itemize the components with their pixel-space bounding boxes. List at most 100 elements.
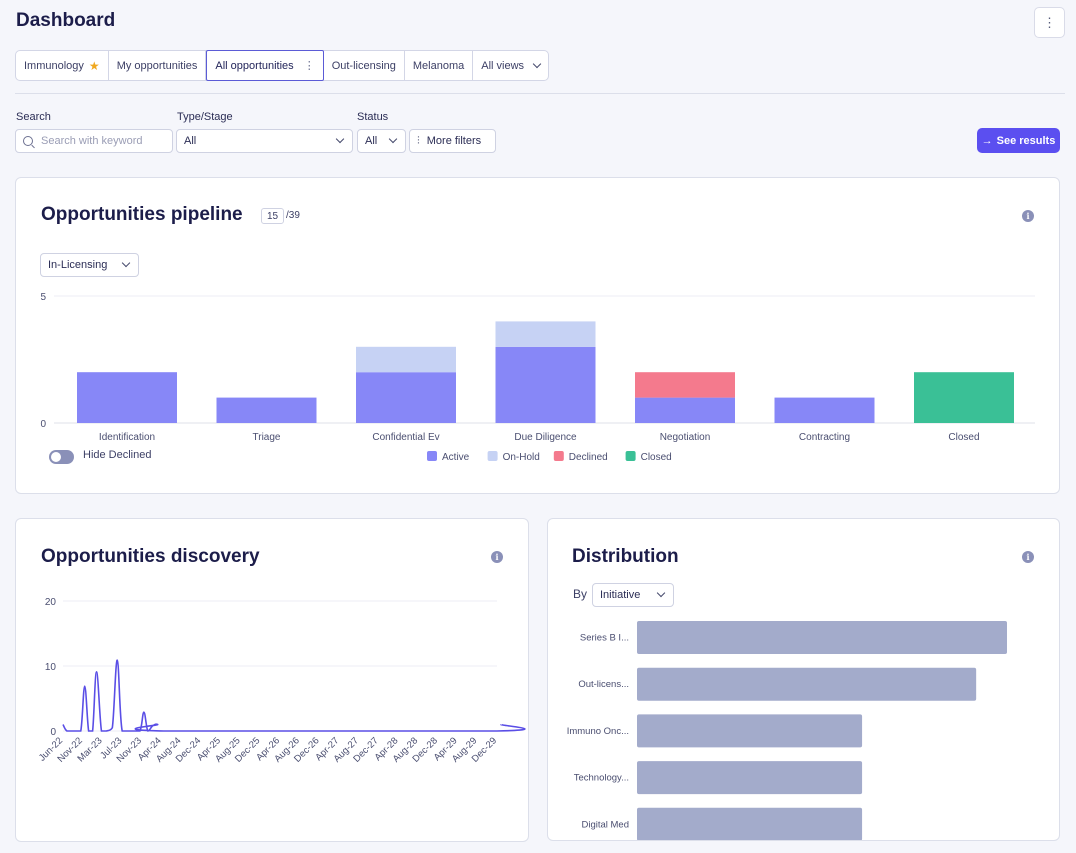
info-icon[interactable]: i [1022, 551, 1034, 563]
tab-melanoma[interactable]: Melanoma [405, 51, 474, 80]
y-tick-label: 0 [40, 419, 46, 430]
tab-label: Immunology [24, 59, 84, 72]
x-tick-label: Confidential Ev [372, 432, 439, 443]
chevron-down-icon [532, 59, 542, 68]
type-stage-select[interactable]: All [176, 129, 353, 153]
bar-segment [914, 372, 1014, 423]
page-title: Dashboard [16, 10, 116, 31]
bar [637, 621, 1007, 654]
sliders-icon: ⫶ [417, 134, 420, 147]
y-tick-label: 20 [45, 597, 57, 608]
pipeline-type-value: In-Licensing [48, 259, 108, 271]
type-stage-value: All [184, 135, 197, 147]
x-tick-label: Due Diligence [514, 432, 577, 443]
tab-my-opportunities[interactable]: My opportunities [109, 51, 207, 80]
pipeline-card: Opportunities pipeline 15 /39 i In-Licen… [15, 177, 1060, 494]
bar-segment [495, 346, 596, 423]
status-select[interactable]: All [357, 129, 406, 153]
tab-label: Melanoma [412, 59, 465, 72]
hide-declined-label: Hide Declined [83, 449, 152, 461]
pipeline-total: /39 [286, 210, 300, 221]
bar-segment [77, 372, 177, 423]
legend-swatch [553, 451, 564, 461]
bar-segment [356, 372, 456, 423]
category-label: Series B I... [580, 633, 629, 644]
more-filters-button[interactable]: ⫶ More filters [409, 129, 496, 153]
chevron-down-icon [335, 134, 345, 144]
discovery-chart: 01020Jun-22Nov-22Mar-23Jul-23Nov-23Apr-2… [37, 597, 526, 765]
y-tick-label: 10 [45, 662, 57, 673]
status-value: All [365, 135, 378, 147]
type-stage-label: Type/Stage [177, 111, 233, 123]
tab-label: Out-licensing [331, 59, 396, 72]
discovery-title: Opportunities discovery [41, 546, 260, 567]
tab-all-views-dropdown[interactable]: All views [473, 51, 548, 80]
search-icon [23, 136, 33, 146]
distribution-chart: Series B I... Out-licens... Immuno Onc... T… [567, 621, 1007, 840]
x-tick-label: Closed [948, 432, 979, 443]
legend-label: Declined [569, 452, 608, 463]
legend-swatch [625, 451, 636, 461]
bar-segment [774, 397, 875, 423]
pipeline-title: Opportunities pipeline [41, 204, 243, 225]
tab-immunology[interactable]: Immunology ★ [16, 51, 109, 80]
y-tick-label: 0 [50, 727, 56, 738]
distribution-card: Distribution i By Initiative Series B I.… [547, 518, 1060, 841]
tab-label: All views [481, 59, 525, 72]
bar-segment [635, 372, 735, 398]
category-label: Technology... [574, 773, 629, 784]
x-tick-label: Triage [253, 432, 281, 443]
discovery-card: Opportunities discovery i 0 10 20 Jun-22 Nov… [15, 518, 529, 842]
legend-label: Active [442, 452, 470, 463]
legend-swatch [427, 451, 437, 461]
tab-out-licensing[interactable]: Out-licensing [324, 51, 405, 80]
chevron-down-icon [388, 134, 398, 144]
page-menu-button[interactable]: ⋮ [1034, 7, 1065, 38]
more-filters-label: More filters [426, 135, 482, 147]
x-tick-label: Contracting [799, 432, 850, 443]
hide-declined-toggle[interactable] [49, 450, 74, 464]
bar-segment [495, 321, 596, 347]
tab-label: My opportunities [116, 59, 198, 72]
bar [637, 807, 863, 840]
legend-label: On-Hold [503, 452, 540, 463]
x-tick-label: Negotiation [660, 432, 711, 443]
category-label: Out-licens... [578, 679, 629, 690]
status-label: Status [357, 111, 389, 123]
bar [637, 714, 863, 748]
series-line [62, 659, 526, 732]
category-label: Immuno Onc... [567, 726, 629, 737]
category-label: Digital Med [581, 819, 629, 830]
search-box [15, 129, 173, 153]
see-results-label: See results [996, 134, 1056, 147]
pipeline-count-badge: 15 [261, 208, 285, 224]
kebab-icon: ⋮ [1043, 14, 1056, 30]
pipeline-chart: 0 5 Identification Triage Confidential Ev Due… [40, 292, 1035, 463]
info-icon[interactable]: i [1022, 210, 1034, 222]
tab-label: All opportunities [215, 59, 294, 72]
bar-segment [635, 397, 735, 423]
info-icon[interactable]: i [491, 551, 503, 563]
distribution-by-dropdown[interactable]: Initiative [592, 583, 674, 607]
y-tick-label: 5 [40, 292, 46, 303]
bar-segment [356, 346, 456, 373]
distribution-title: Distribution [572, 546, 679, 567]
pipeline-type-dropdown[interactable]: In-Licensing [40, 253, 139, 277]
legend-swatch [487, 451, 498, 461]
see-results-button[interactable]: → See results [977, 128, 1060, 153]
bar [637, 667, 977, 701]
search-label: Search [16, 111, 51, 123]
distribution-by-label: By [573, 587, 588, 601]
divider [15, 93, 1065, 94]
star-icon: ★ [88, 58, 100, 73]
x-tick-label: Identification [99, 432, 155, 443]
search-input[interactable] [41, 135, 171, 147]
distribution-by-value: Initiative [600, 589, 641, 601]
bar [637, 761, 863, 795]
tab-kebab-icon[interactable]: ⋮ [303, 60, 315, 72]
legend-label: Closed [641, 452, 672, 463]
view-tabs: Immunology ★ My opportunities All opport… [15, 50, 550, 81]
bar-segment [216, 397, 317, 423]
tab-all-opportunities[interactable]: All opportunities ⋮ [206, 50, 324, 81]
arrow-right-icon: → [981, 134, 993, 147]
